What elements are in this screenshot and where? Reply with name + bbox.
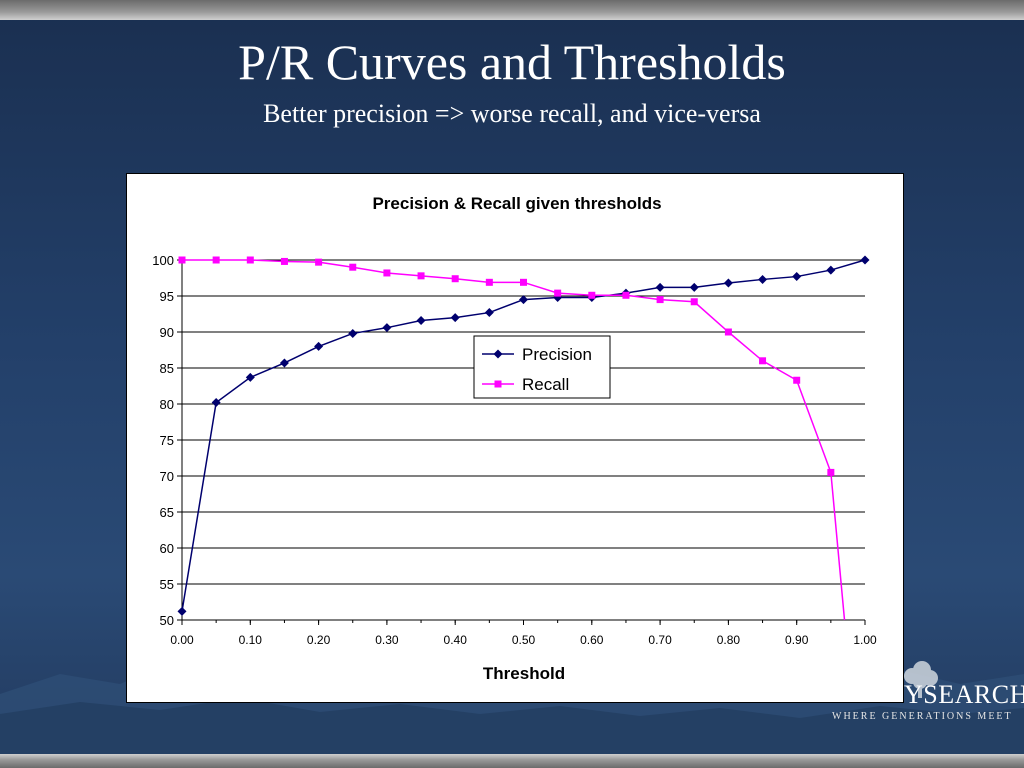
data-point-recall [827, 468, 835, 476]
data-point-recall [759, 357, 767, 365]
x-tick-label: 0.80 [717, 633, 741, 647]
x-tick-label: 0.70 [648, 633, 672, 647]
slide-title: P/R Curves and Thresholds [238, 34, 786, 90]
data-point-recall [656, 296, 664, 304]
x-tick-label: 0.00 [170, 633, 194, 647]
x-tick-label: 0.40 [444, 633, 468, 647]
data-point-precision [279, 358, 289, 368]
legend-box [473, 335, 611, 399]
chart-title: Precision & Recall given thresholds [372, 194, 661, 213]
top-bar [0, 0, 1024, 20]
series-line-precision [181, 259, 866, 612]
y-tick-label: 65 [160, 505, 174, 520]
y-tick-label: 70 [160, 469, 174, 484]
data-point-recall [383, 269, 391, 277]
data-point-precision [860, 255, 870, 265]
data-point-precision [450, 313, 460, 323]
data-point-recall [622, 291, 630, 299]
axes: 50 55 60 65 70 75 80 85 90 95 100 0.00 0.10 0.20 0.30 0… [152, 253, 877, 647]
y-tick-label: 60 [160, 541, 174, 556]
data-point-precision [177, 606, 187, 616]
data-point-precision [723, 278, 733, 288]
data-point-recall [724, 328, 732, 336]
legend-label-precision: Precision [522, 345, 592, 364]
chart-container: Precision & Recall given thresholds Thre… [126, 173, 904, 703]
x-axis-label: Threshold [483, 664, 565, 683]
series-precision [177, 255, 870, 616]
data-point-precision [792, 272, 802, 282]
data-point-recall [178, 256, 186, 264]
data-point-recall [315, 258, 323, 266]
legend-label-recall: Recall [522, 375, 569, 394]
y-tick-label: 80 [160, 397, 174, 412]
data-point-precision [382, 323, 392, 333]
data-point-precision [211, 398, 221, 408]
data-point-recall [554, 289, 562, 297]
data-point-recall [212, 256, 220, 264]
y-tick-label: 50 [160, 613, 174, 628]
chart-svg: Precision & Recall given thresholds Thre… [152, 194, 877, 683]
data-point-recall [793, 376, 801, 384]
logo-text: YSEARCH [904, 680, 1024, 709]
y-tick-label: 95 [160, 289, 174, 304]
x-tick-label: 0.60 [580, 633, 604, 647]
data-point-precision [519, 295, 528, 305]
data-point-recall [588, 291, 596, 299]
data-point-precision [826, 265, 836, 275]
x-tick-label: 0.90 [785, 633, 809, 647]
data-point-recall [349, 263, 357, 271]
data-point-precision [689, 282, 699, 292]
slide-subtitle: Better precision => worse recall, and vi… [263, 99, 761, 128]
data-point-recall [280, 257, 288, 265]
series-recall [178, 256, 846, 621]
series-layer [177, 255, 870, 621]
y-tick-label: 85 [160, 361, 174, 376]
data-point-recall [485, 278, 493, 286]
data-point-recall [451, 275, 459, 283]
data-point-precision [758, 274, 768, 284]
logo-tagline: WHERE GENERATIONS MEET [832, 711, 1013, 722]
data-point-precision [655, 282, 665, 292]
x-tick-label: 0.10 [239, 633, 263, 647]
x-tick-label: 0.20 [307, 633, 331, 647]
data-point-precision [348, 328, 358, 338]
y-tick-label: 100 [152, 253, 174, 268]
data-point-recall [417, 272, 425, 280]
legend-marker-recall [494, 380, 502, 388]
bottom-bar [0, 754, 1024, 768]
x-tick-label: 1.00 [853, 633, 877, 647]
data-point-precision [484, 308, 494, 318]
data-point-precision [314, 341, 324, 351]
x-tick-label: 0.50 [512, 633, 536, 647]
tree-logo-icon [904, 661, 938, 698]
legend-marker-precision [493, 349, 503, 359]
y-tick-label: 75 [160, 433, 174, 448]
y-tick-label: 90 [160, 325, 174, 340]
legend: Precision Recall [473, 335, 611, 399]
data-point-recall [520, 278, 527, 286]
data-point-recall [246, 256, 254, 264]
x-tick-label: 0.30 [375, 633, 399, 647]
data-point-precision [245, 372, 255, 382]
data-point-precision [416, 315, 426, 325]
y-tick-label: 55 [160, 577, 174, 592]
data-point-recall [690, 298, 698, 306]
grid-lines [182, 259, 865, 621]
